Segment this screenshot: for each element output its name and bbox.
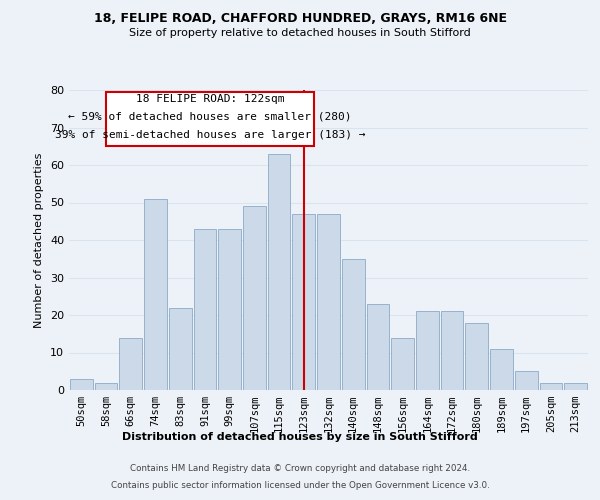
Bar — [194, 229, 216, 390]
Bar — [70, 379, 93, 390]
Text: 18, FELIPE ROAD, CHAFFORD HUNDRED, GRAYS, RM16 6NE: 18, FELIPE ROAD, CHAFFORD HUNDRED, GRAYS… — [94, 12, 506, 26]
Bar — [292, 214, 315, 390]
Text: 39% of semi-detached houses are larger (183) →: 39% of semi-detached houses are larger (… — [55, 130, 365, 140]
Bar — [95, 382, 118, 390]
Bar — [144, 198, 167, 390]
Text: Contains public sector information licensed under the Open Government Licence v3: Contains public sector information licen… — [110, 481, 490, 490]
Bar — [243, 206, 266, 390]
Bar — [342, 259, 365, 390]
Bar — [564, 382, 587, 390]
Text: 18 FELIPE ROAD: 122sqm: 18 FELIPE ROAD: 122sqm — [136, 94, 284, 104]
Bar — [441, 311, 463, 390]
Text: Size of property relative to detached houses in South Stifford: Size of property relative to detached ho… — [129, 28, 471, 38]
Text: Contains HM Land Registry data © Crown copyright and database right 2024.: Contains HM Land Registry data © Crown c… — [130, 464, 470, 473]
Bar — [391, 338, 414, 390]
Bar — [106, 92, 314, 146]
Bar — [466, 322, 488, 390]
Bar — [490, 349, 513, 390]
Text: ← 59% of detached houses are smaller (280): ← 59% of detached houses are smaller (28… — [68, 112, 352, 122]
Bar — [416, 311, 439, 390]
Bar — [119, 338, 142, 390]
Bar — [539, 382, 562, 390]
Bar — [218, 229, 241, 390]
Bar — [169, 308, 191, 390]
Y-axis label: Number of detached properties: Number of detached properties — [34, 152, 44, 328]
Bar — [268, 154, 290, 390]
Bar — [515, 371, 538, 390]
Bar — [317, 214, 340, 390]
Bar — [367, 304, 389, 390]
Text: Distribution of detached houses by size in South Stifford: Distribution of detached houses by size … — [122, 432, 478, 442]
